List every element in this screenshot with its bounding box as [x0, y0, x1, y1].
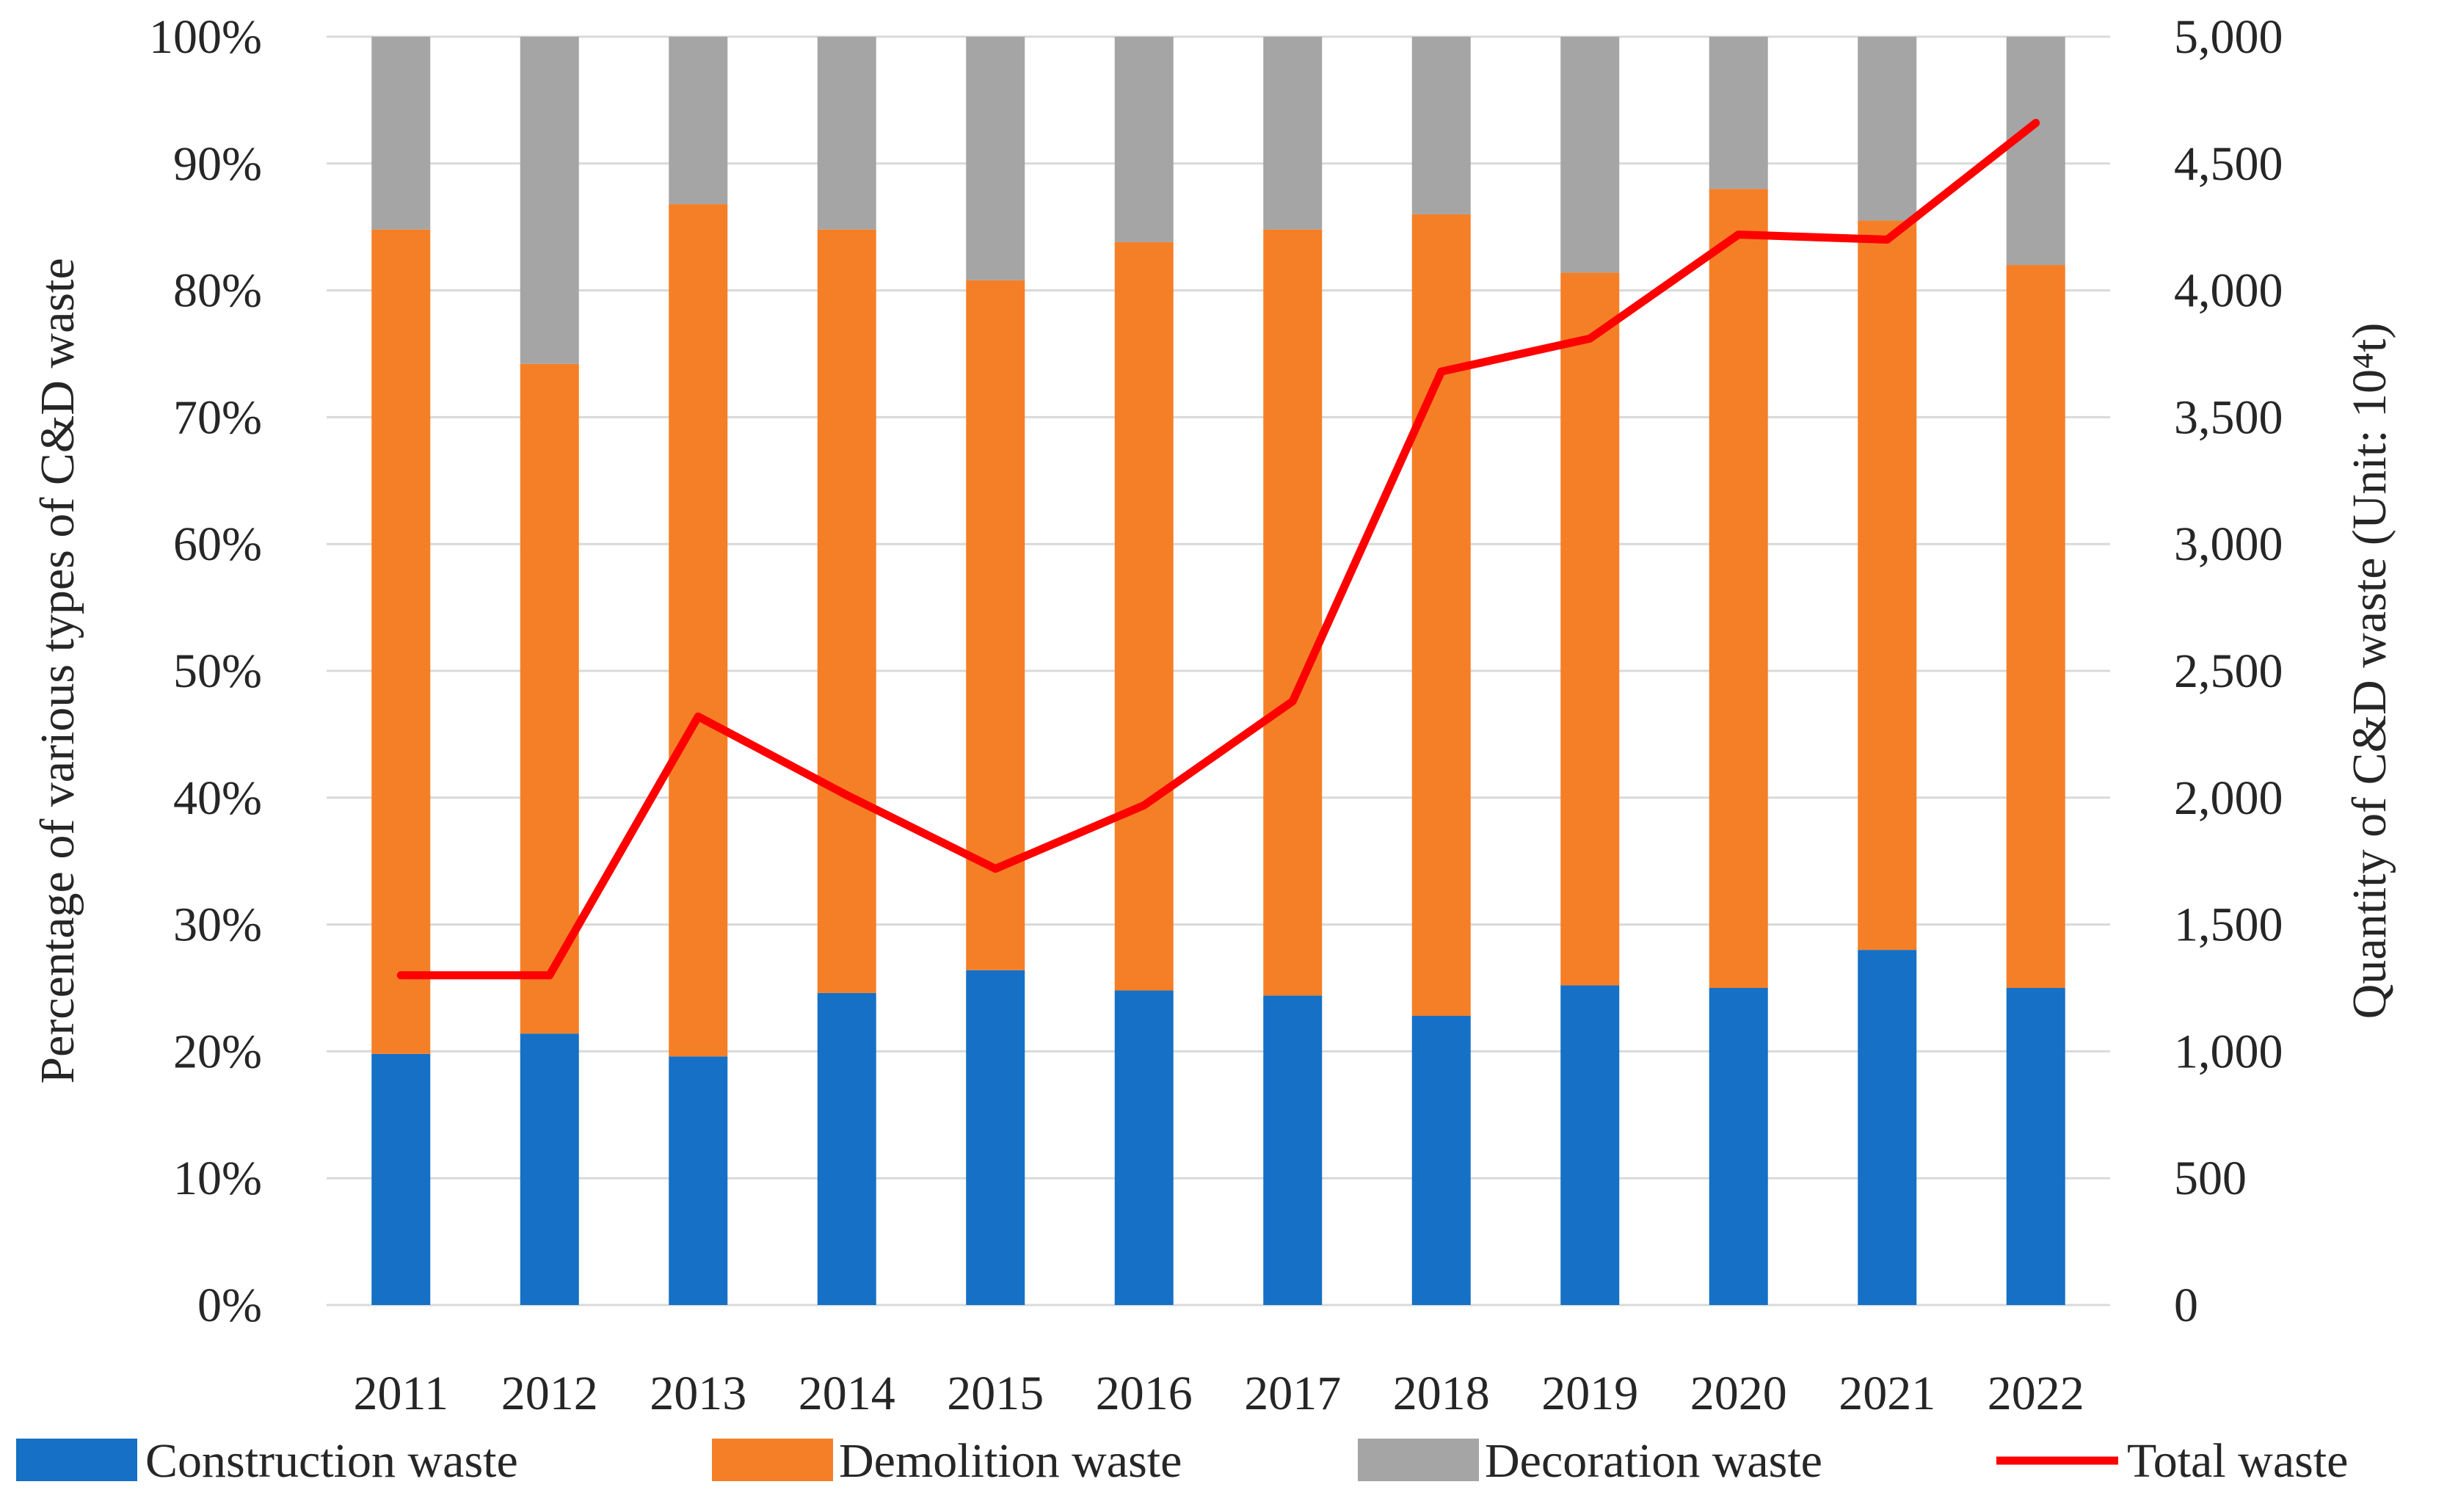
right-axis-ticks: 0 500 1,000 1,500 2,000 2,500 3,000 3,500 4,000 4… — [2174, 10, 2283, 1332]
bar-decoration-waste-2018 — [1411, 37, 1471, 214]
bar-demolition-waste-2011 — [371, 229, 431, 1054]
bar-series — [371, 37, 2065, 1305]
bar-construction-waste-2021 — [1858, 950, 1917, 1305]
bar-demolition-waste-2017 — [1263, 229, 1323, 996]
right-tick-label: 1,000 — [2174, 1025, 2283, 1078]
line-total-waste — [396, 119, 2040, 980]
right-tick-label: 4,500 — [2174, 137, 2283, 191]
bar-decoration-waste-2013 — [669, 37, 728, 205]
x-tick-label: 2011 — [353, 1367, 448, 1420]
left-tick-label: 10% — [173, 1152, 262, 1205]
bar-decoration-waste-2016 — [1114, 37, 1174, 242]
x-tick-label: 2015 — [947, 1367, 1044, 1420]
x-axis-ticks: 2011 2012 2013 2014 2015 2016 2017 2018 2019 2020… — [353, 1367, 2084, 1420]
line-series — [396, 119, 2040, 980]
x-tick-label: 2018 — [1393, 1367, 1490, 1420]
bar-construction-waste-2018 — [1411, 1016, 1471, 1305]
right-tick-label: 2,500 — [2174, 644, 2283, 698]
right-tick-label: 3,500 — [2174, 390, 2283, 444]
legend-swatch-demolition-waste — [712, 1439, 833, 1481]
left-tick-label: 0% — [197, 1279, 262, 1332]
legend-label-total-waste: Total waste — [2127, 1434, 2348, 1488]
left-tick-label: 40% — [173, 771, 262, 825]
bar-decoration-waste-2021 — [1858, 37, 1917, 221]
left-tick-label: 80% — [173, 264, 262, 318]
x-tick-label: 2022 — [1988, 1367, 2084, 1420]
left-tick-label: 90% — [173, 137, 262, 191]
x-tick-label: 2012 — [501, 1367, 598, 1420]
bar-demolition-waste-2013 — [669, 204, 728, 1057]
bar-construction-waste-2014 — [817, 992, 876, 1305]
x-tick-label: 2017 — [1244, 1367, 1341, 1420]
right-tick-label: 500 — [2174, 1152, 2247, 1205]
left-tick-label: 50% — [173, 644, 262, 698]
x-tick-label: 2020 — [1690, 1367, 1787, 1420]
legend-swatch-construction-waste — [16, 1439, 137, 1481]
bar-decoration-waste-2017 — [1263, 37, 1323, 230]
bar-construction-waste-2013 — [669, 1056, 728, 1305]
legend-label-demolition-waste: Demolition waste — [839, 1434, 1182, 1488]
bar-construction-waste-2022 — [2006, 988, 2065, 1305]
bar-demolition-waste-2018 — [1411, 214, 1471, 1017]
right-tick-label: 5,000 — [2174, 10, 2283, 64]
bar-decoration-waste-2014 — [817, 37, 876, 230]
x-tick-label: 2016 — [1096, 1367, 1193, 1420]
bar-demolition-waste-2016 — [1114, 241, 1174, 991]
legend: Construction waste Demolition waste Decora… — [16, 1434, 2348, 1488]
left-tick-label: 60% — [173, 517, 262, 571]
bar-construction-waste-2016 — [1114, 990, 1174, 1305]
bar-demolition-waste-2019 — [1560, 272, 1620, 986]
right-tick-label: 2,000 — [2174, 771, 2283, 825]
left-tick-label: 20% — [173, 1025, 262, 1078]
legend-label-decoration-waste: Decoration waste — [1485, 1434, 1822, 1488]
right-tick-label: 1,500 — [2174, 898, 2283, 952]
bar-decoration-waste-2020 — [1709, 37, 1768, 189]
legend-swatch-decoration-waste — [1358, 1439, 1479, 1481]
bar-decoration-waste-2012 — [520, 37, 579, 364]
x-tick-label: 2014 — [799, 1367, 895, 1420]
bar-construction-waste-2012 — [520, 1033, 579, 1305]
legend-label-construction-waste: Construction waste — [145, 1434, 518, 1488]
right-tick-label: 4,000 — [2174, 264, 2283, 318]
left-tick-label: 30% — [173, 898, 262, 952]
bar-construction-waste-2017 — [1263, 995, 1323, 1305]
x-tick-label: 2021 — [1839, 1367, 1935, 1420]
bar-demolition-waste-2014 — [817, 229, 876, 993]
bar-construction-waste-2015 — [966, 970, 1025, 1305]
bar-decoration-waste-2011 — [371, 37, 431, 230]
gridlines — [327, 35, 2110, 1306]
bar-decoration-waste-2019 — [1560, 37, 1620, 273]
bar-demolition-waste-2020 — [1709, 189, 1768, 988]
bar-construction-waste-2019 — [1560, 985, 1620, 1305]
bar-demolition-waste-2012 — [520, 363, 579, 1034]
bar-demolition-waste-2021 — [1858, 220, 1917, 951]
left-axis-ticks: 0% 10% 20% 30% 40% 50% 60% 70% 80% 90% 100% — [149, 10, 262, 1332]
bar-decoration-waste-2015 — [966, 37, 1025, 280]
bar-construction-waste-2020 — [1709, 988, 1768, 1305]
right-tick-label: 3,000 — [2174, 517, 2283, 571]
bar-construction-waste-2011 — [371, 1053, 431, 1305]
right-tick-label: 0 — [2174, 1279, 2198, 1332]
right-axis-title: Quantity of C&D waste (Unit: 10⁴t) — [2343, 323, 2396, 1019]
bar-demolition-waste-2022 — [2006, 265, 2065, 988]
bar-decoration-waste-2022 — [2006, 37, 2065, 266]
left-tick-label: 100% — [149, 10, 262, 64]
x-tick-label: 2013 — [650, 1367, 746, 1420]
left-axis-title: Percentage of various types of C&D waste — [31, 258, 84, 1083]
left-tick-label: 70% — [173, 390, 262, 444]
x-tick-label: 2019 — [1541, 1367, 1638, 1420]
